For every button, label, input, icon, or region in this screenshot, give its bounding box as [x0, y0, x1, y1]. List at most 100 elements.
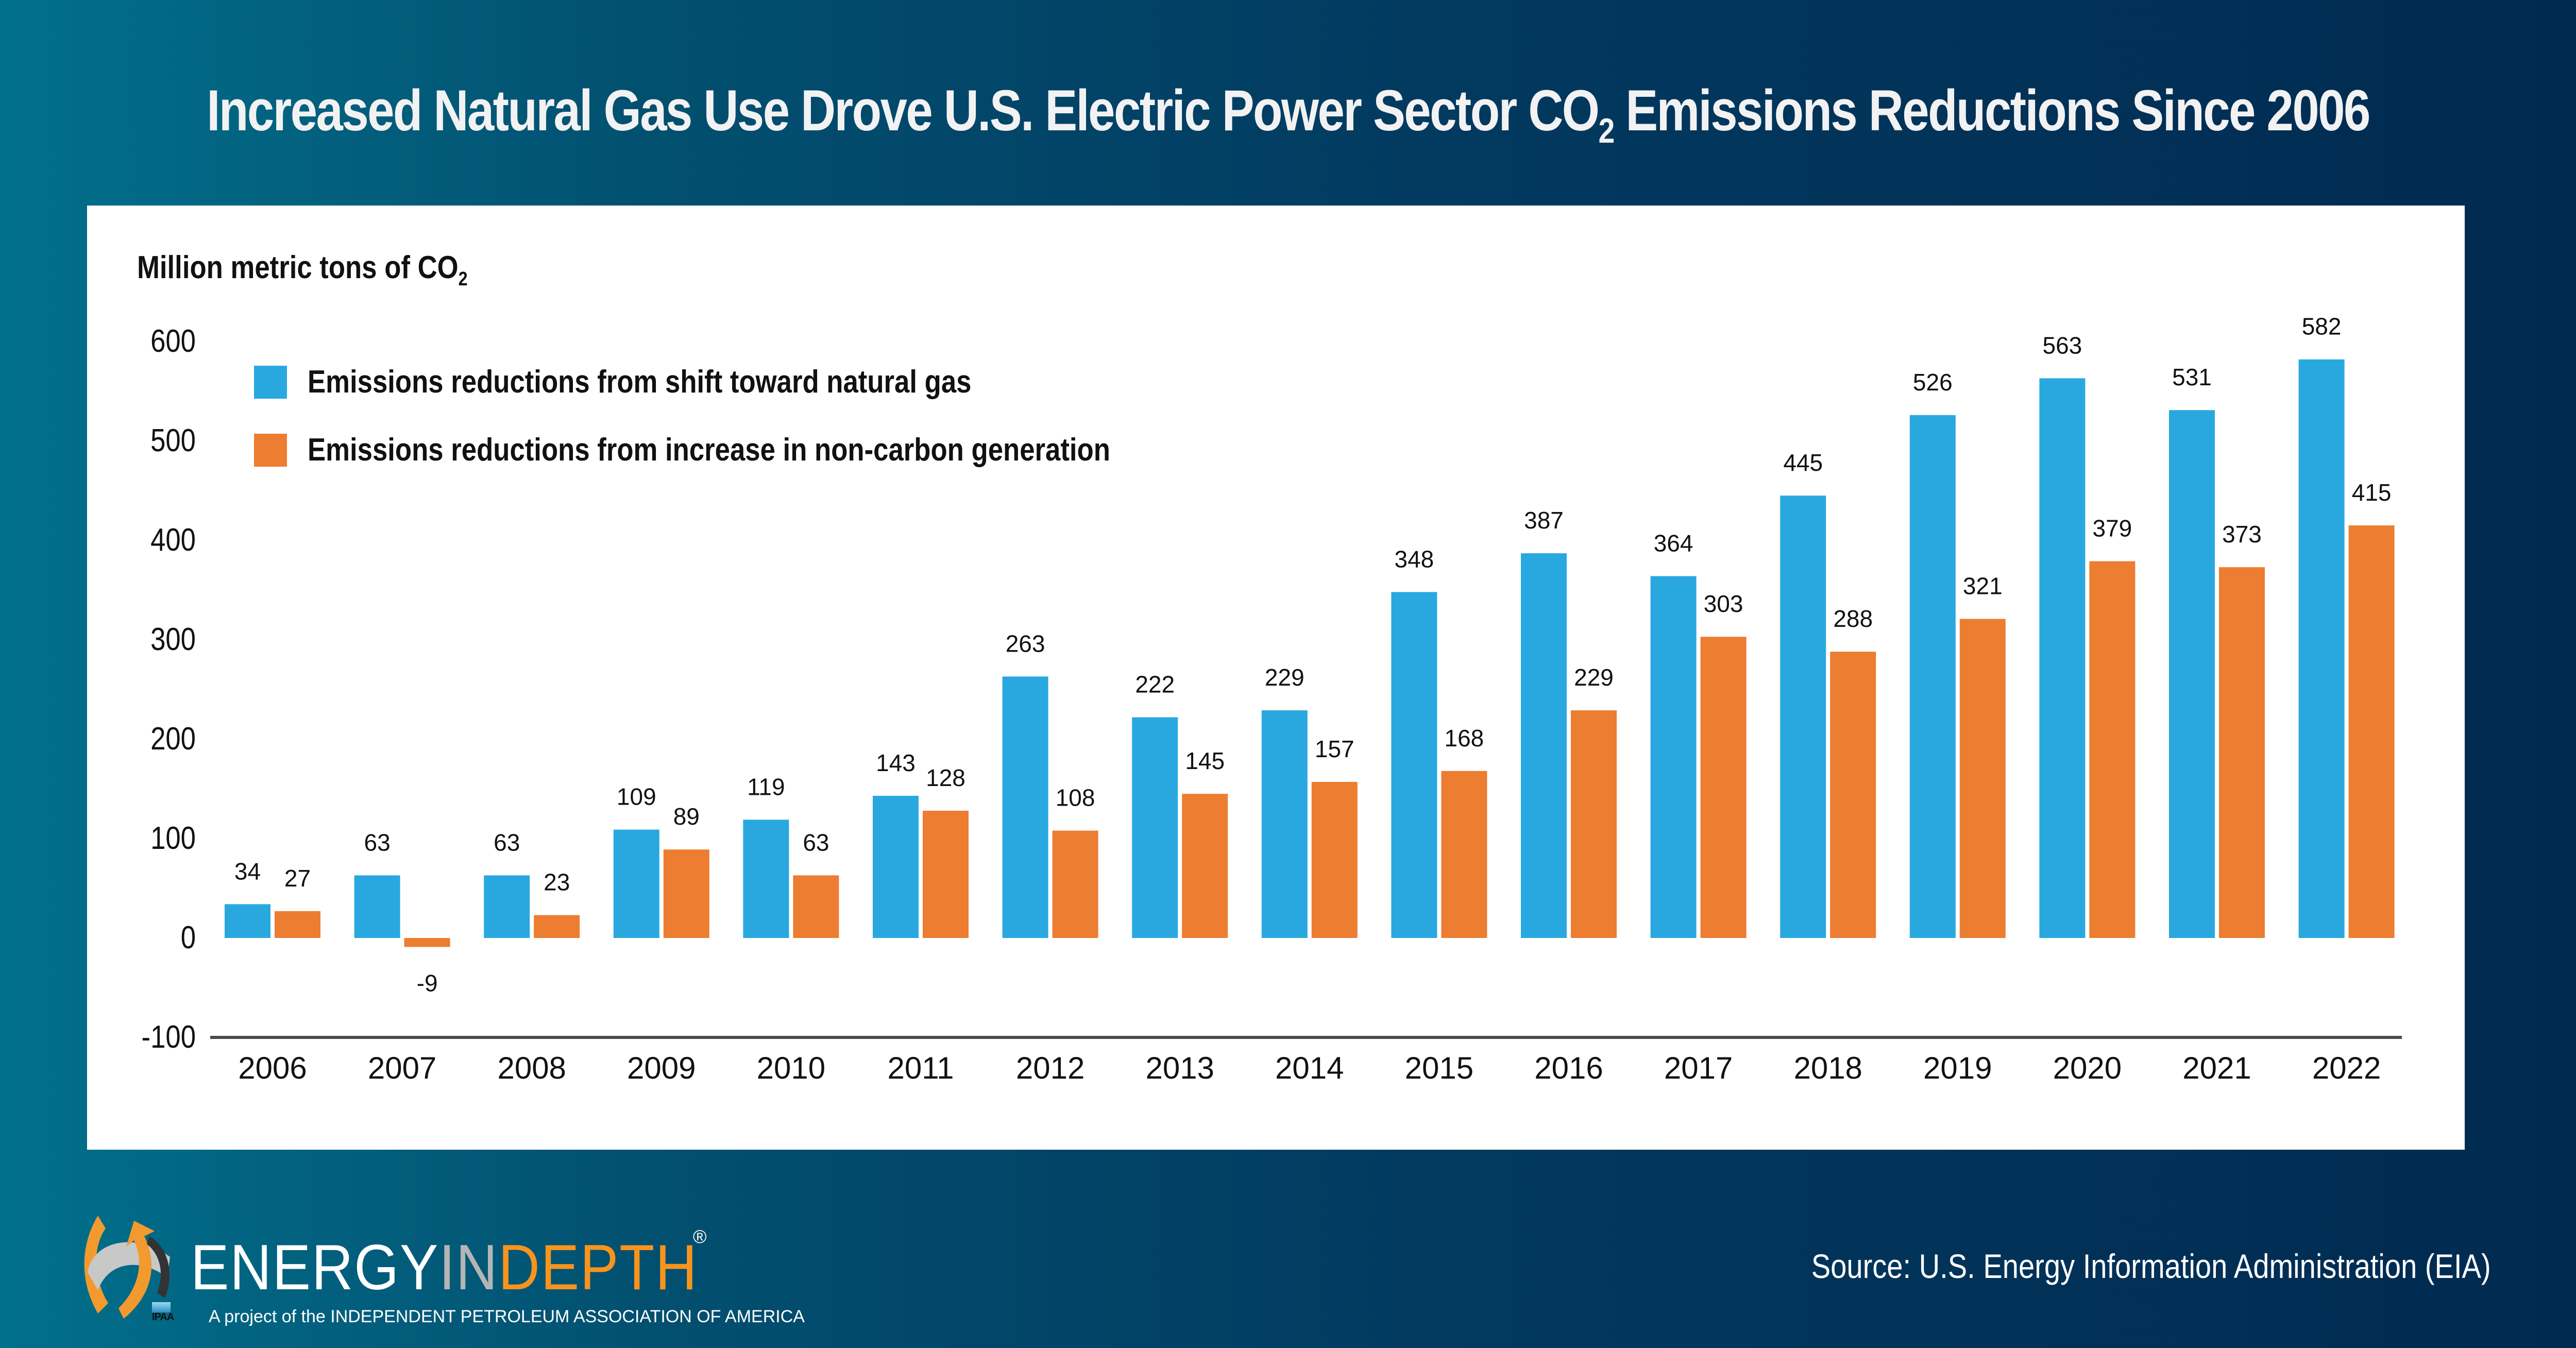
bar-noncarbon — [2219, 567, 2265, 938]
data-label-gas: 63 — [494, 829, 520, 856]
legend-label-noncarbon: Emissions reductions from increase in no… — [308, 432, 1110, 468]
chart-title: Increased Natural Gas Use Drove U.S. Ele… — [206, 77, 2370, 150]
data-label-gas: 63 — [364, 829, 391, 856]
logo-wordmark: ENERGYINDEPTH — [191, 1231, 698, 1304]
data-label-noncarbon: 373 — [2222, 521, 2262, 548]
bar-gas — [2298, 359, 2345, 938]
bar-noncarbon — [793, 875, 839, 938]
source-note: Source: U.S. Energy Information Administ… — [1811, 1247, 2491, 1285]
data-label-gas: 222 — [1135, 671, 1175, 698]
x-tick-label: 2016 — [1534, 1051, 1603, 1085]
bar-gas — [1261, 710, 1308, 938]
data-label-noncarbon: 63 — [803, 829, 829, 856]
bar-noncarbon — [2348, 525, 2395, 938]
x-tick-label: 2008 — [497, 1051, 566, 1085]
ipaa-logo-icon: IPAA — [152, 1302, 174, 1327]
data-label-noncarbon: 321 — [1963, 572, 2003, 599]
bar-gas — [1650, 576, 1697, 938]
y-tick-label: 0 — [180, 920, 196, 955]
bar-gas — [225, 904, 270, 938]
bar-gas — [1521, 553, 1567, 938]
x-tick-label: 2022 — [2312, 1051, 2381, 1085]
x-tick-label: 2019 — [1923, 1051, 1992, 1085]
registered-mark: ® — [693, 1226, 707, 1247]
bar-noncarbon — [1311, 781, 1358, 938]
data-label-noncarbon: 415 — [2352, 479, 2392, 506]
bar-noncarbon — [534, 915, 580, 938]
legend-item-gas: Emissions reductions from shift toward n… — [254, 364, 1089, 400]
y-tick-label: 500 — [150, 423, 196, 458]
data-label-noncarbon: 288 — [1833, 605, 1873, 632]
bar-gas — [2169, 410, 2215, 939]
data-label-gas: 119 — [747, 773, 785, 800]
logo-swirl-icon — [84, 1216, 170, 1319]
legend-item-noncarbon: Emissions reductions from increase in no… — [254, 432, 1252, 468]
bar-gas — [1391, 592, 1437, 938]
bar-gas — [1132, 717, 1178, 938]
x-tick-label: 2009 — [627, 1051, 696, 1085]
bar-noncarbon — [1441, 771, 1487, 938]
y-tick-label: 300 — [150, 622, 196, 657]
logo-tagline: A project of the INDEPENDENT PETROLEUM A… — [209, 1307, 805, 1326]
data-label-noncarbon: 157 — [1315, 736, 1354, 762]
data-label-noncarbon: 168 — [1445, 725, 1484, 752]
x-tick-label: 2018 — [1793, 1051, 1862, 1085]
y-tick-label: 600 — [150, 323, 196, 359]
data-label-gas: 387 — [1524, 507, 1564, 534]
y-axis-title-text: Million metric tons of CO — [137, 250, 459, 285]
energy-in-depth-logo: ENERGYINDEPTH ® IPAA A project of the IN… — [77, 1200, 902, 1334]
data-label-noncarbon: 145 — [1185, 747, 1225, 774]
x-tick-label: 2007 — [368, 1051, 436, 1085]
bar-noncarbon — [923, 810, 969, 938]
title-text-end: Emissions Reductions Since 2006 — [1613, 78, 2370, 143]
bar-gas — [1780, 496, 1826, 938]
bar-gas — [354, 875, 400, 938]
y-axis-title-subscript: 2 — [458, 268, 468, 290]
y-tick-label: 200 — [150, 721, 196, 757]
y-axis-title: Million metric tons of CO2 — [137, 249, 468, 290]
data-label-noncarbon: 303 — [1704, 590, 1743, 617]
bar-noncarbon — [1182, 794, 1228, 938]
logo-depth: DEPTH — [498, 1232, 698, 1303]
data-label-gas: 526 — [1913, 369, 1953, 396]
bar-gas — [484, 875, 530, 938]
y-tick-label: 100 — [150, 821, 196, 856]
y-tick-label: -100 — [141, 1019, 196, 1055]
data-label-noncarbon: 229 — [1574, 664, 1614, 691]
data-label-gas: 229 — [1265, 664, 1304, 691]
data-label-gas: 109 — [617, 783, 656, 810]
data-label-gas: 445 — [1783, 449, 1823, 476]
legend-swatch-noncarbon — [254, 433, 287, 467]
x-tick-label: 2010 — [757, 1051, 825, 1085]
data-label-noncarbon: 108 — [1056, 784, 1095, 811]
ipaa-text: IPAA — [152, 1311, 174, 1323]
data-label-gas: 364 — [1654, 530, 1693, 556]
logo-energy: ENERGY — [191, 1232, 439, 1303]
legend-label-gas: Emissions reductions from shift toward n… — [308, 364, 972, 400]
title-text: Increased Natural Gas Use Drove U.S. Ele… — [207, 78, 1600, 143]
x-tick-label: 2014 — [1275, 1051, 1344, 1085]
bar-noncarbon — [1700, 637, 1747, 938]
x-tick-label: 2015 — [1405, 1051, 1473, 1085]
data-label-gas: 531 — [2172, 364, 2212, 390]
bar-noncarbon — [1571, 710, 1617, 938]
bar-gas — [1002, 676, 1048, 938]
data-label-noncarbon: 379 — [2093, 515, 2132, 542]
bar-gas — [1909, 415, 1956, 938]
x-tick-label: 2013 — [1145, 1051, 1214, 1085]
data-label-noncarbon: 23 — [544, 869, 570, 896]
logo-in: IN — [439, 1232, 499, 1303]
bar-noncarbon — [275, 911, 320, 938]
data-label-noncarbon: 89 — [673, 803, 700, 830]
x-tick-label: 2020 — [2053, 1051, 2122, 1085]
bar-noncarbon — [1959, 619, 2006, 938]
legend-swatch-gas — [254, 365, 287, 399]
title-subscript: 2 — [1598, 111, 1615, 150]
bar-gas — [613, 829, 659, 938]
x-tick-label: 2012 — [1016, 1051, 1084, 1085]
bar-noncarbon — [663, 849, 709, 938]
data-label-gas: 563 — [2043, 332, 2082, 359]
x-tick-label: 2017 — [1664, 1051, 1733, 1085]
data-label-gas: 34 — [234, 858, 261, 884]
bar-gas — [743, 820, 789, 938]
